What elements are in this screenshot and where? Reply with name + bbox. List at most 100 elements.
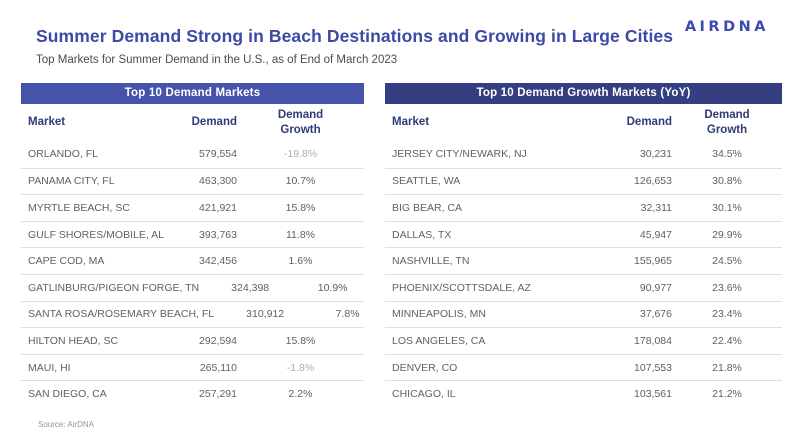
table-row: SAN DIEGO, CA 257,291 2.2% (21, 380, 364, 407)
demand-cell: 155,965 (634, 255, 672, 268)
demand-cell: 37,676 (639, 308, 672, 321)
demand-growth-cell: 30.1% (712, 201, 742, 214)
table-row: JERSEY CITY/NEWARK, NJ 30,231 34.5% (385, 141, 782, 168)
table-title-bar: Top 10 Demand Markets (21, 83, 364, 104)
demand-growth-cell: 10.7% (285, 175, 316, 188)
table-row: LOS ANGELES, CA 178,084 22.4% (385, 327, 782, 354)
demand-cell: 32,311 (640, 201, 672, 214)
market-cell: PANAMA CITY, FL (28, 175, 115, 188)
tables-container: Top 10 Demand Markets Market Demand Dema… (21, 83, 782, 407)
market-cell: SEATTLE, WA (392, 175, 461, 188)
demand-growth-cell: 21.8% (712, 361, 742, 374)
table-body: ORLANDO, FL 579,554 -19.8% PANAMA CITY, FL 4… (21, 141, 364, 407)
market-cell: GULF SHORES/MOBILE, AL (28, 228, 164, 241)
demand-growth-cell: -19.8% (283, 148, 318, 161)
demand-cell: 107,553 (634, 361, 672, 374)
demand-cell: 178,084 (634, 334, 672, 347)
table-body: JERSEY CITY/NEWARK, NJ 30,231 34.5% SEATTLE… (385, 141, 782, 407)
table-title-bar: Top 10 Demand Growth Markets (YoY) (385, 83, 782, 104)
page-header: Summer Demand Strong in Beach Destinatio… (0, 0, 800, 66)
demand-cell: 393,763 (199, 228, 237, 241)
demand-growth-cell: -1.8% (286, 361, 315, 374)
market-cell: NASHVILLE, TN (392, 255, 470, 268)
demand-growth-cell: 24.5% (712, 255, 742, 268)
table-row: CAPE COD, MA 342,456 1.6% (21, 247, 364, 274)
table-row: PANAMA CITY, FL 463,300 10.7% (21, 167, 364, 195)
table-row: GATLINBURG/PIGEON FORGE, TN 324,398 10.9% (21, 273, 364, 301)
table-row: ORLANDO, FL 579,554 -19.8% (21, 141, 364, 168)
airdna-logo: AIRDNA (684, 19, 769, 35)
demand-growth-markets-table: Top 10 Demand Growth Markets (YoY) Marke… (385, 83, 782, 407)
market-cell: JERSEY CITY/NEWARK, NJ (392, 148, 527, 161)
demand-growth-cell: 15.8% (285, 201, 316, 214)
market-cell: BIG BEAR, CA (392, 201, 463, 214)
demand-growth-cell: 22.4% (712, 334, 742, 347)
market-cell: DENVER, CO (392, 361, 458, 374)
demand-cell: 103,561 (634, 388, 672, 401)
demand-cell: 126,653 (634, 175, 672, 188)
market-cell: MAUI, HI (28, 361, 71, 374)
column-header-demand-growth: Demand Growth (704, 109, 750, 136)
table-row: NASHVILLE, TN 155,965 24.5% (385, 247, 782, 274)
market-cell: MYRTLE BEACH, SC (28, 201, 130, 214)
demand-cell: 324,398 (231, 281, 270, 294)
demand-growth-cell: 21.2% (712, 388, 742, 401)
demand-growth-cell: 23.6% (712, 281, 742, 294)
table-row: MAUI, HI 265,110 -1.8% (21, 353, 364, 381)
demand-growth-cell: 1.6% (288, 255, 313, 268)
demand-growth-cell: 29.9% (712, 228, 742, 241)
table-row: DENVER, CO 107,553 21.8% (385, 353, 782, 381)
page-subtitle: Top Markets for Summer Demand in the U.S… (36, 54, 398, 66)
demand-cell: 310,912 (246, 308, 285, 321)
table-row: DALLAS, TX 45,947 29.9% (385, 220, 782, 248)
table-row: SANTA ROSA/ROSEMARY BEACH, FL 310,912 7.8% (21, 300, 364, 328)
demand-cell: 257,291 (199, 388, 237, 401)
market-cell: DALLAS, TX (392, 228, 452, 241)
table-row: BIG BEAR, CA 32,311 30.1% (385, 194, 782, 221)
demand-growth-cell: 30.8% (712, 175, 742, 188)
table-row: HILTON HEAD, SC 292,594 15.8% (21, 327, 364, 354)
market-cell: SANTA ROSA/ROSEMARY BEACH, FL (28, 308, 215, 321)
demand-growth-cell: 11.8% (286, 228, 315, 241)
page-title: Summer Demand Strong in Beach Destinatio… (36, 26, 674, 46)
demand-growth-cell: 10.9% (317, 281, 348, 294)
column-header-demand: Demand (626, 116, 672, 129)
table-row: SEATTLE, WA 126,653 30.8% (385, 167, 782, 195)
demand-cell: 292,594 (199, 334, 237, 347)
market-cell: CAPE COD, MA (28, 255, 105, 268)
table-row: CHICAGO, IL 103,561 21.2% (385, 380, 782, 407)
column-header-demand: Demand (191, 116, 237, 129)
demand-cell: 265,110 (199, 361, 237, 374)
demand-growth-cell: 2.2% (288, 388, 313, 401)
demand-cell: 45,947 (639, 228, 672, 241)
demand-growth-cell: 15.8% (285, 334, 316, 347)
table-row: PHOENIX/SCOTTSDALE, AZ 90,977 23.6% (385, 273, 782, 301)
column-header-row: Market Demand Demand Growth (21, 104, 364, 141)
table-row: MYRTLE BEACH, SC 421,921 15.8% (21, 194, 364, 221)
source-note: Source: AirDNA (38, 420, 95, 429)
demand-cell: 463,300 (199, 175, 237, 188)
market-cell: MINNEAPOLIS, MN (392, 308, 486, 321)
demand-growth-cell: 23.4% (712, 308, 742, 321)
demand-cell: 579,554 (199, 148, 237, 161)
column-header-market: Market (28, 116, 66, 129)
market-cell: PHOENIX/SCOTTSDALE, AZ (392, 281, 531, 294)
demand-cell: 421,921 (199, 201, 237, 214)
column-header-row: Market Demand Demand Growth (385, 104, 782, 141)
column-header-market: Market (392, 116, 430, 129)
market-cell: ORLANDO, FL (28, 148, 99, 161)
market-cell: HILTON HEAD, SC (28, 334, 119, 347)
market-cell: CHICAGO, IL (392, 388, 456, 401)
demand-cell: 90,977 (639, 281, 672, 294)
table-row: GULF SHORES/MOBILE, AL 393,763 11.8% (21, 220, 364, 248)
market-cell: LOS ANGELES, CA (392, 334, 486, 347)
column-header-demand-growth: Demand Growth (277, 109, 324, 136)
demand-markets-table: Top 10 Demand Markets Market Demand Dema… (21, 83, 364, 407)
table-row: MINNEAPOLIS, MN 37,676 23.4% (385, 300, 782, 328)
demand-growth-cell: 7.8% (335, 308, 360, 321)
demand-cell: 30,231 (639, 148, 672, 161)
demand-growth-cell: 34.5% (712, 148, 742, 161)
market-cell: GATLINBURG/PIGEON FORGE, TN (28, 281, 200, 294)
demand-cell: 342,456 (199, 255, 237, 268)
